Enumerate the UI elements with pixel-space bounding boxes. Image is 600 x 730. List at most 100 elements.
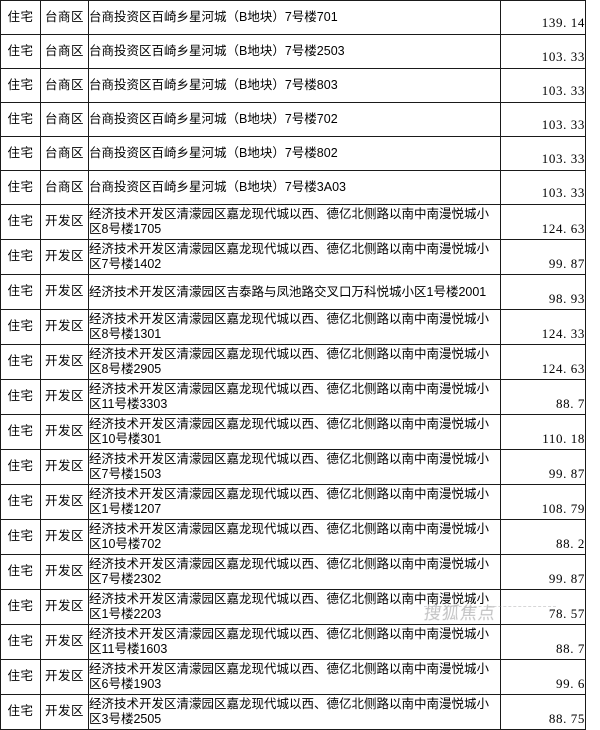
cell-area-sqm[interactable]: 98. 93 [500,274,586,310]
cell-property-type[interactable]: 住宅 [0,449,41,485]
cell-area-sqm[interactable]: 103. 33 [500,34,586,69]
table-row[interactable]: 住宅 开发区 经济技术开发区清濛园区嘉龙现代城以西、德亿北侧路以南中南漫悦城小区8号… [0,309,586,345]
cell-property-type[interactable]: 住宅 [0,624,41,660]
table-row[interactable]: 住宅 台商区 台商投资区百崎乡星河城（B地块）7号楼802 103. 33 [0,136,586,171]
cell-address[interactable]: 台商投资区百崎乡星河城（B地块）7号楼802 [88,136,501,171]
cell-district[interactable]: 开发区 [40,274,89,310]
cell-area-sqm[interactable]: 88. 75 [500,694,586,730]
cell-address[interactable]: 经济技术开发区清濛园区嘉龙现代城以西、德亿北侧路以南中南漫悦城小区11号楼330… [88,379,501,415]
cell-area-sqm[interactable]: 124. 63 [500,344,586,380]
cell-district[interactable]: 台商区 [40,136,89,171]
cell-district[interactable]: 开发区 [40,624,89,660]
cell-property-type[interactable]: 住宅 [0,379,41,415]
table-row[interactable]: 住宅 开发区 经济技术开发区清濛园区嘉龙现代城以西、德亿北侧路以南中南漫悦城小区11… [0,379,586,415]
cell-district[interactable]: 开发区 [40,309,89,345]
cell-district[interactable]: 开发区 [40,344,89,380]
cell-property-type[interactable]: 住宅 [0,136,41,171]
cell-area-sqm[interactable]: 78. 57 [500,589,586,625]
table-row[interactable]: 住宅 开发区 经济技术开发区清濛园区嘉龙现代城以西、德亿北侧路以南中南漫悦城小区7号… [0,554,586,590]
cell-area-sqm[interactable]: 139. 14 [500,0,586,35]
cell-district[interactable]: 开发区 [40,239,89,275]
cell-address[interactable]: 经济技术开发区清濛园区嘉龙现代城以西、德亿北侧路以南中南漫悦城小区3号楼2505 [88,694,501,730]
cell-property-type[interactable]: 住宅 [0,204,41,240]
cell-property-type[interactable]: 住宅 [0,102,41,137]
table-row[interactable]: 住宅 台商区 台商投资区百崎乡星河城（B地块）7号楼702 103. 33 [0,102,586,137]
table-row[interactable]: 住宅 开发区 经济技术开发区清濛园区嘉龙现代城以西、德亿北侧路以南中南漫悦城小区6号… [0,659,586,695]
cell-property-type[interactable]: 住宅 [0,239,41,275]
cell-area-sqm[interactable]: 99. 87 [500,239,586,275]
cell-address[interactable]: 经济技术开发区清濛园区嘉龙现代城以西、德亿北侧路以南中南漫悦城小区7号楼1402 [88,239,501,275]
cell-property-type[interactable]: 住宅 [0,554,41,590]
table-row[interactable]: 住宅 开发区 经济技术开发区清濛园区嘉龙现代城以西、德亿北侧路以南中南漫悦城小区11… [0,624,586,660]
table-row[interactable]: 住宅 台商区 台商投资区百崎乡星河城（B地块）7号楼803 103. 33 [0,68,586,103]
cell-property-type[interactable]: 住宅 [0,309,41,345]
cell-district[interactable]: 开发区 [40,694,89,730]
cell-address[interactable]: 台商投资区百崎乡星河城（B地块）7号楼2503 [88,34,501,69]
cell-address[interactable]: 经济技术开发区清濛园区嘉龙现代城以西、德亿北侧路以南中南漫悦城小区10号楼702 [88,519,501,555]
cell-address[interactable]: 经济技术开发区清濛园区嘉龙现代城以西、德亿北侧路以南中南漫悦城小区8号楼1301 [88,309,501,345]
cell-address[interactable]: 台商投资区百崎乡星河城（B地块）7号楼803 [88,68,501,103]
cell-area-sqm[interactable]: 103. 33 [500,170,586,205]
cell-property-type[interactable]: 住宅 [0,694,41,730]
cell-property-type[interactable]: 住宅 [0,414,41,450]
cell-property-type[interactable]: 住宅 [0,659,41,695]
cell-area-sqm[interactable]: 124. 63 [500,204,586,240]
cell-district[interactable]: 台商区 [40,68,89,103]
cell-district[interactable]: 开发区 [40,484,89,520]
cell-district[interactable]: 开发区 [40,659,89,695]
cell-property-type[interactable]: 住宅 [0,589,41,625]
cell-district[interactable]: 开发区 [40,204,89,240]
cell-property-type[interactable]: 住宅 [0,68,41,103]
cell-area-sqm[interactable]: 103. 33 [500,68,586,103]
table-row[interactable]: 住宅 开发区 经济技术开发区清濛园区嘉龙现代城以西、德亿北侧路以南中南漫悦城小区1号… [0,484,586,520]
table-row[interactable]: 住宅 台商区 台商投资区百崎乡星河城（B地块）7号楼2503 103. 33 [0,34,586,69]
table-row[interactable]: 住宅 开发区 经济技术开发区清濛园区嘉龙现代城以西、德亿北侧路以南中南漫悦城小区7号… [0,449,586,485]
cell-property-type[interactable]: 住宅 [0,0,41,35]
cell-area-sqm[interactable]: 103. 33 [500,136,586,171]
cell-district[interactable]: 开发区 [40,554,89,590]
cell-district[interactable]: 开发区 [40,449,89,485]
cell-area-sqm[interactable]: 88. 7 [500,379,586,415]
cell-area-sqm[interactable]: 110. 18 [500,414,586,450]
cell-area-sqm[interactable]: 99. 6 [500,659,586,695]
cell-district[interactable]: 台商区 [40,34,89,69]
cell-address[interactable]: 经济技术开发区清濛园区嘉龙现代城以西、德亿北侧路以南中南漫悦城小区1号楼1207 [88,484,501,520]
table-row[interactable]: 住宅 开发区 经济技术开发区清濛园区嘉龙现代城以西、德亿北侧路以南中南漫悦城小区8号… [0,204,586,240]
cell-district[interactable]: 台商区 [40,0,89,35]
table-row[interactable]: 住宅 台商区 台商投资区百崎乡星河城（B地块）7号楼3A03 103. 33 [0,170,586,205]
table-row[interactable]: 住宅 开发区 经济技术开发区清濛园区嘉龙现代城以西、德亿北侧路以南中南漫悦城小区8号… [0,344,586,380]
cell-area-sqm[interactable]: 108. 79 [500,484,586,520]
table-row[interactable]: 住宅 开发区 经济技术开发区清濛园区嘉龙现代城以西、德亿北侧路以南中南漫悦城小区3号… [0,694,586,730]
cell-address[interactable]: 经济技术开发区清濛园区嘉龙现代城以西、德亿北侧路以南中南漫悦城小区7号楼2302 [88,554,501,590]
cell-address[interactable]: 经济技术开发区清濛园区嘉龙现代城以西、德亿北侧路以南中南漫悦城小区6号楼1903 [88,659,501,695]
table-row[interactable]: 住宅 开发区 经济技术开发区清濛园区嘉龙现代城以西、德亿北侧路以南中南漫悦城小区1号… [0,589,586,625]
cell-property-type[interactable]: 住宅 [0,344,41,380]
table-row[interactable]: 住宅 开发区 经济技术开发区清濛园区嘉龙现代城以西、德亿北侧路以南中南漫悦城小区10… [0,414,586,450]
cell-address[interactable]: 经济技术开发区清濛园区吉泰路与凤池路交叉口万科悦城小区1号楼2001 [88,274,501,310]
cell-address[interactable]: 台商投资区百崎乡星河城（B地块）7号楼3A03 [88,170,501,205]
cell-district[interactable]: 开发区 [40,414,89,450]
table-row[interactable]: 住宅 开发区 经济技术开发区清濛园区嘉龙现代城以西、德亿北侧路以南中南漫悦城小区7号… [0,239,586,275]
cell-property-type[interactable]: 住宅 [0,170,41,205]
cell-district[interactable]: 开发区 [40,589,89,625]
cell-address[interactable]: 台商投资区百崎乡星河城（B地块）7号楼702 [88,102,501,137]
cell-address[interactable]: 经济技术开发区清濛园区嘉龙现代城以西、德亿北侧路以南中南漫悦城小区1号楼2203 [88,589,501,625]
cell-area-sqm[interactable]: 99. 87 [500,554,586,590]
cell-address[interactable]: 经济技术开发区清濛园区嘉龙现代城以西、德亿北侧路以南中南漫悦城小区8号楼2905 [88,344,501,380]
cell-address[interactable]: 台商投资区百崎乡星河城（B地块）7号楼701 [88,0,501,35]
table-row[interactable]: 住宅 台商区 台商投资区百崎乡星河城（B地块）7号楼701 139. 14 [0,0,586,35]
cell-area-sqm[interactable]: 124. 33 [500,309,586,345]
table-row[interactable]: 住宅 开发区 经济技术开发区清濛园区嘉龙现代城以西、德亿北侧路以南中南漫悦城小区10… [0,519,586,555]
cell-district[interactable]: 台商区 [40,102,89,137]
cell-district[interactable]: 台商区 [40,170,89,205]
cell-property-type[interactable]: 住宅 [0,519,41,555]
cell-property-type[interactable]: 住宅 [0,484,41,520]
cell-district[interactable]: 开发区 [40,519,89,555]
cell-area-sqm[interactable]: 99. 87 [500,449,586,485]
cell-area-sqm[interactable]: 88. 7 [500,624,586,660]
cell-area-sqm[interactable]: 88. 2 [500,519,586,555]
cell-address[interactable]: 经济技术开发区清濛园区嘉龙现代城以西、德亿北侧路以南中南漫悦城小区7号楼1503 [88,449,501,485]
cell-area-sqm[interactable]: 103. 33 [500,102,586,137]
table-row[interactable]: 住宅 开发区 经济技术开发区清濛园区吉泰路与凤池路交叉口万科悦城小区1号楼2001 9… [0,274,586,310]
cell-address[interactable]: 经济技术开发区清濛园区嘉龙现代城以西、德亿北侧路以南中南漫悦城小区11号楼160… [88,624,501,660]
